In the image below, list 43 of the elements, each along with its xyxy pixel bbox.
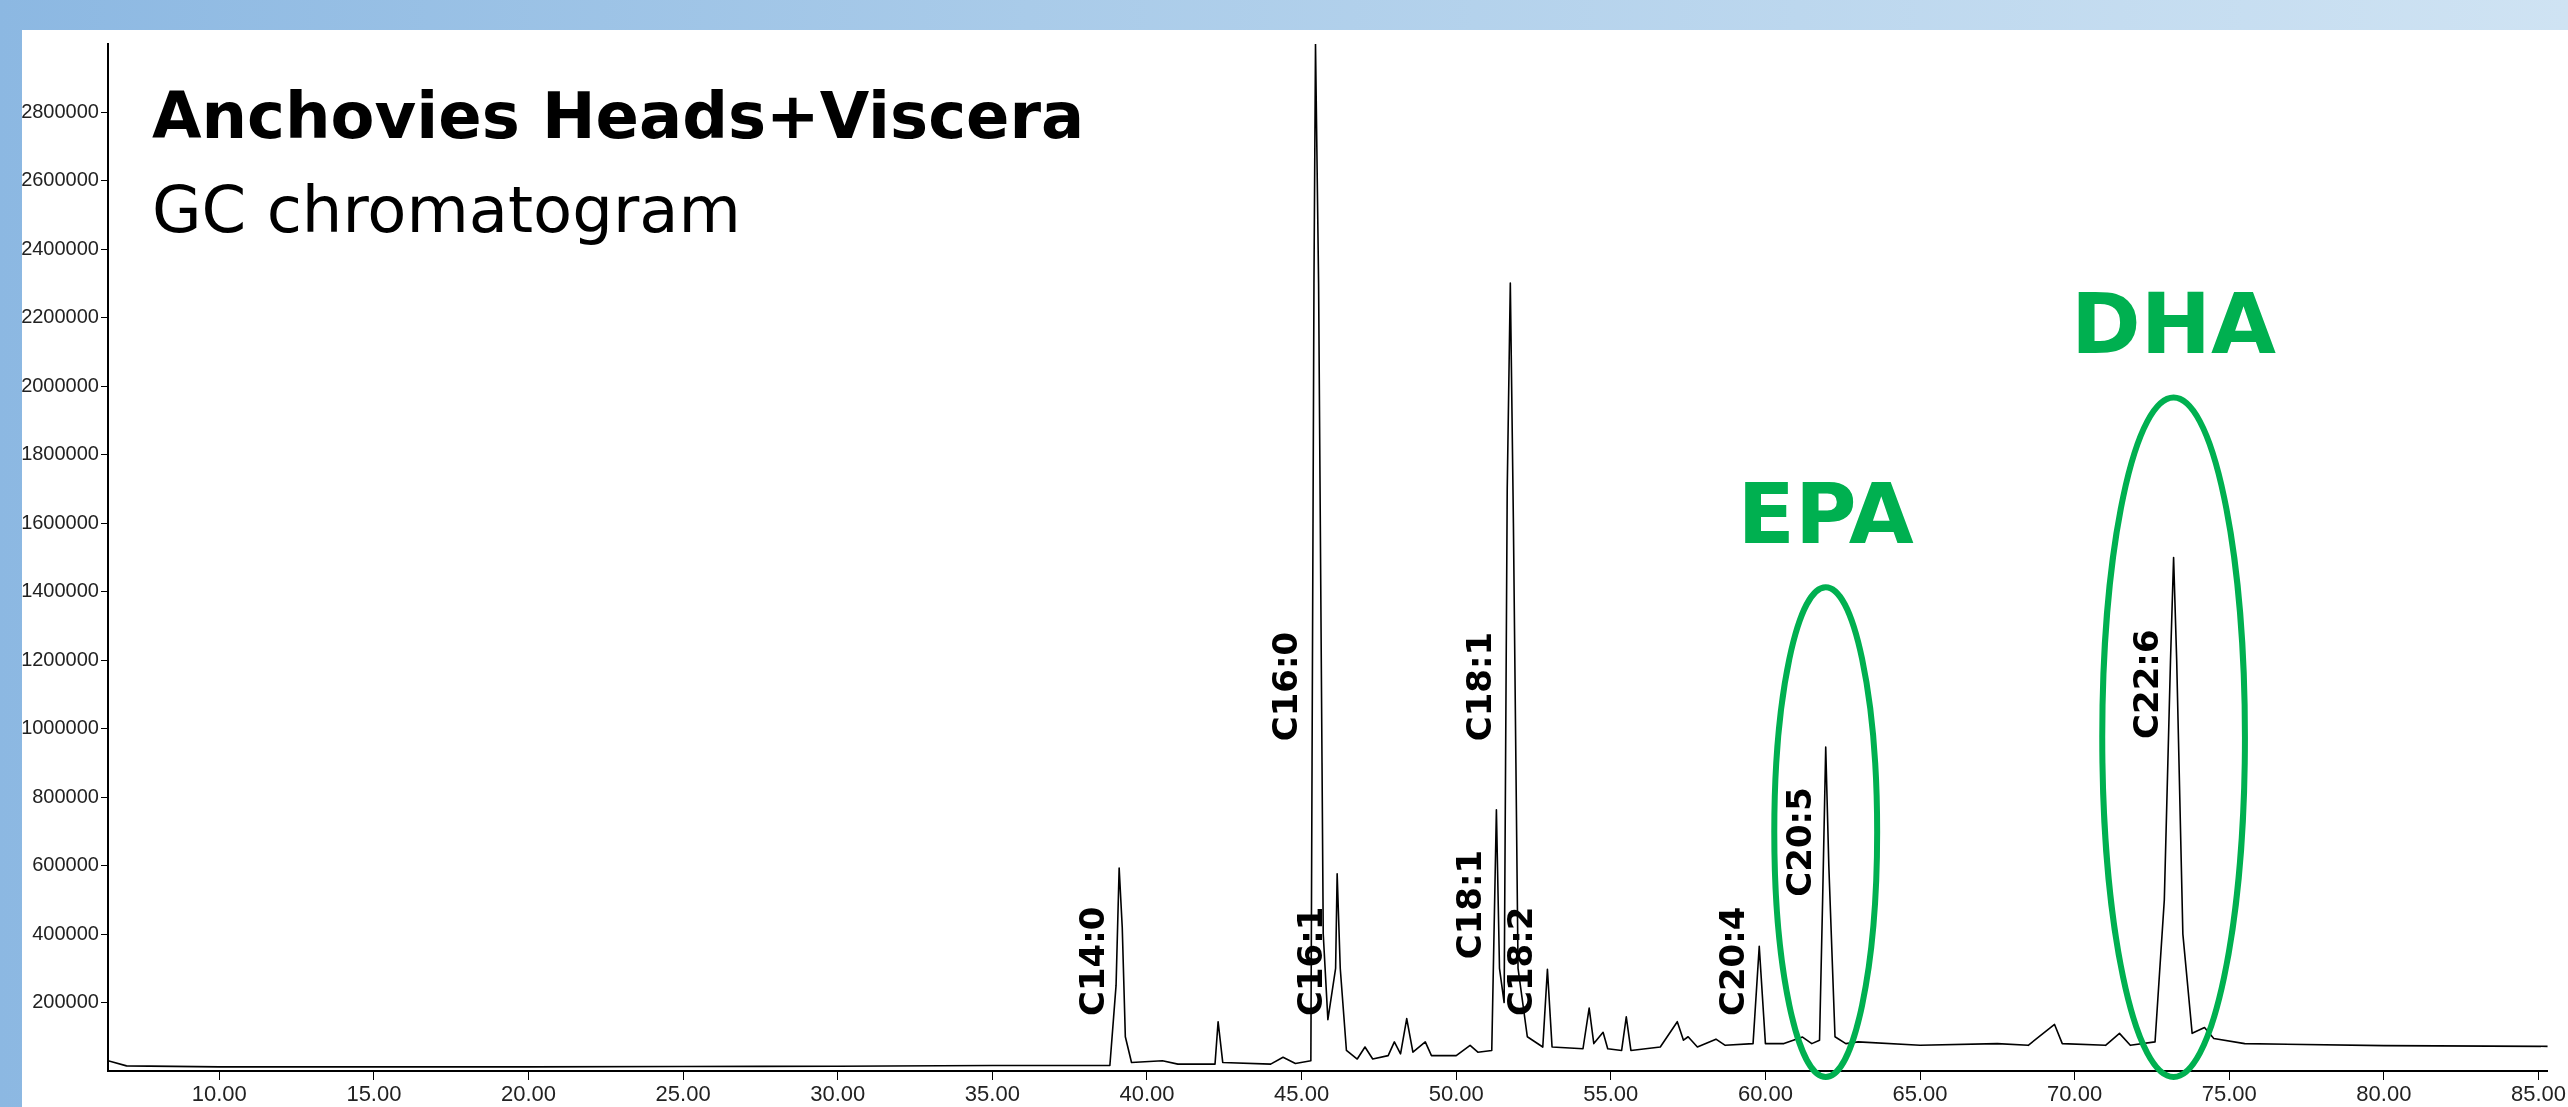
annotation: DHA bbox=[2071, 275, 2277, 374]
x-tick-label: 35.00 bbox=[964, 1081, 1020, 1107]
y-tick-label: 2200000 bbox=[21, 305, 99, 328]
y-tick-label: 600000 bbox=[32, 853, 99, 876]
x-tick-label: 45.00 bbox=[1274, 1081, 1330, 1107]
x-tick-label: 55.00 bbox=[1583, 1081, 1639, 1107]
text: Anchovies Heads+Viscera bbox=[152, 78, 1085, 155]
x-tick-label: 60.00 bbox=[1737, 1081, 1793, 1107]
x-tick-label: 40.00 bbox=[1119, 1081, 1175, 1107]
x-tick-label: 20.00 bbox=[501, 1081, 557, 1107]
y-tick-label: 2600000 bbox=[21, 168, 99, 191]
annotation: C16:0 bbox=[1265, 631, 1306, 742]
y-tick-label: 800000 bbox=[32, 784, 99, 807]
y-tick-label: 2000000 bbox=[21, 373, 99, 396]
x-tick-label: 25.00 bbox=[655, 1081, 711, 1107]
x-tick-label: 80.00 bbox=[2356, 1081, 2412, 1107]
annotation: C16:1 bbox=[1289, 906, 1330, 1017]
y-tick-label: 400000 bbox=[32, 921, 99, 944]
y-tick-label: 200000 bbox=[32, 990, 99, 1013]
x-tick-label: 75.00 bbox=[2201, 1081, 2257, 1107]
x-tick-label: 10.00 bbox=[191, 1081, 247, 1107]
y-tick-label: 2800000 bbox=[21, 99, 99, 122]
annotation: EPA bbox=[1737, 464, 1914, 563]
y-tick-label: 1400000 bbox=[21, 579, 99, 602]
annotation: C18:1 bbox=[1459, 631, 1500, 742]
annotation: C14:0 bbox=[1071, 906, 1112, 1017]
annotation: C20:5 bbox=[1778, 787, 1819, 897]
x-tick-label: 50.00 bbox=[1428, 1081, 1484, 1107]
y-tick-label: 2400000 bbox=[21, 236, 99, 259]
y-tick-label: 1000000 bbox=[21, 716, 99, 739]
x-tick-label: 85.00 bbox=[2510, 1081, 2566, 1107]
y-tick-label: 1600000 bbox=[21, 510, 99, 533]
x-tick-label: 15.00 bbox=[346, 1081, 402, 1107]
annotation: C20:4 bbox=[1712, 906, 1753, 1017]
x-tick-label: 65.00 bbox=[1892, 1081, 1948, 1107]
annotation: C22:6 bbox=[2126, 629, 2167, 739]
annotation: C18:2 bbox=[1500, 906, 1541, 1017]
y-tick-label: 1800000 bbox=[21, 442, 99, 465]
y-tick-label: 1200000 bbox=[21, 647, 99, 670]
x-tick-label: 30.00 bbox=[810, 1081, 866, 1107]
annotation: C18:1 bbox=[1449, 849, 1490, 960]
x-tick-label: 70.00 bbox=[2047, 1081, 2103, 1107]
text: GC chromatogram bbox=[152, 172, 741, 249]
